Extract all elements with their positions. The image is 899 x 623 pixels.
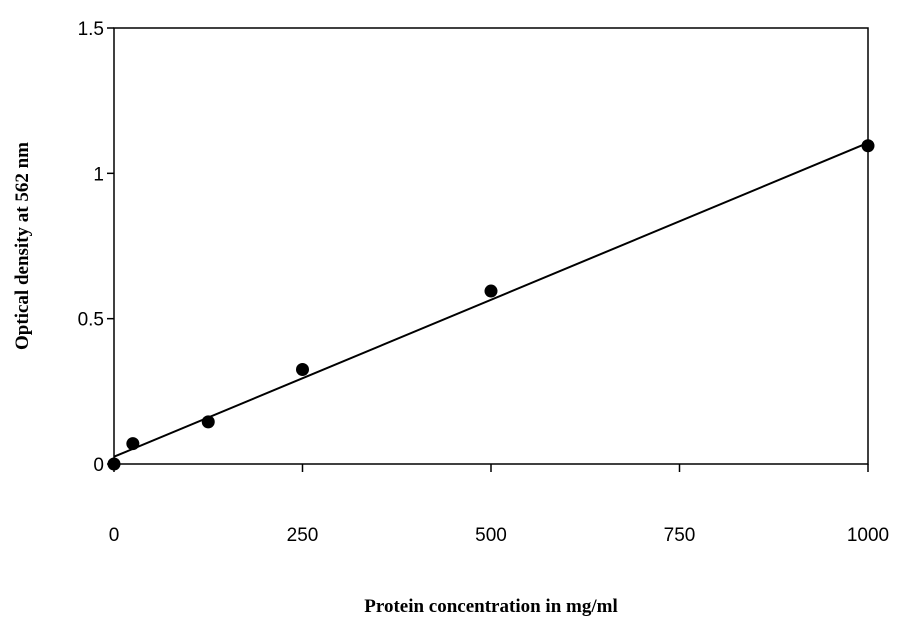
x-tick-label: 1000 <box>847 525 889 546</box>
data-point <box>126 437 140 451</box>
data-point <box>107 457 121 471</box>
data-point <box>484 284 498 298</box>
y-tick-label: 1.5 <box>78 19 104 40</box>
data-point <box>861 139 875 153</box>
trendline <box>113 141 869 458</box>
x-tick-label: 750 <box>664 525 696 546</box>
data-point <box>296 363 309 377</box>
y-tick-label: 0.5 <box>78 310 104 331</box>
x-tick-label: 250 <box>287 525 319 546</box>
x-tick-label: 0 <box>109 525 120 546</box>
y-axis-ticks: 0 0.5 1 1.5 <box>78 19 114 476</box>
x-axis-ticks: 0 250 500 750 1000 <box>109 464 889 546</box>
y-tick-label: 1 <box>93 164 104 185</box>
data-points-layer <box>107 139 875 471</box>
x-axis-title: Protein concentration in mg/ml <box>364 596 617 617</box>
x-tick-label: 500 <box>475 525 507 546</box>
y-axis-title: Optical density at 562 nm <box>12 142 33 350</box>
data-point <box>201 415 215 429</box>
trendline-layer <box>113 141 869 458</box>
plot-frame <box>113 27 869 465</box>
y-tick-label: 0 <box>93 455 104 476</box>
